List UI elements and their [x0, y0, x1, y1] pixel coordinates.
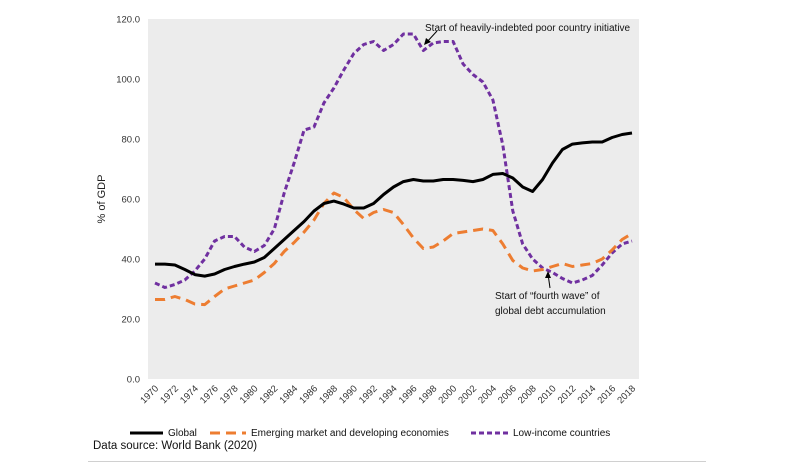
x-tick-label: 1972 [158, 383, 181, 406]
y-axis: 0.0 20.0 40.0 60.0 80.0 100.0 120.0 [116, 15, 140, 386]
x-tick-label: 1970 [138, 383, 161, 406]
x-tick-label: 1996 [397, 383, 420, 406]
x-tick-label: 2006 [496, 383, 519, 406]
annotation-fourth-wave-line1: Start of “fourth wave” of [495, 291, 600, 302]
x-tick-label: 2008 [516, 383, 539, 406]
x-tick-label: 2000 [437, 383, 460, 406]
legend-label-lic: Low-income countries [513, 428, 610, 439]
annotation-fourth-wave-line2: global debt accumulation [495, 306, 606, 317]
x-tick-label: 1978 [218, 383, 241, 406]
plot-area [148, 19, 639, 379]
x-tick-label: 1976 [198, 383, 221, 406]
y-axis-label: % of GDP [96, 175, 108, 224]
legend: Global Emerging market and developing ec… [130, 428, 610, 439]
x-tick-label: 1974 [178, 383, 201, 406]
y-tick-label: 80.0 [122, 135, 141, 146]
y-tick-label: 20.0 [122, 315, 141, 326]
legend-label-emde: Emerging market and developing economies [251, 428, 449, 439]
x-tick-label: 1990 [337, 383, 360, 406]
annotations: Start of heavily-indebted poor country i… [424, 23, 631, 317]
annotation-arrowhead-hipc [424, 38, 431, 45]
series-line-emde [155, 191, 633, 307]
x-tick-label: 2018 [615, 383, 638, 406]
x-tick-label: 1986 [297, 383, 320, 406]
legend-label-global: Global [168, 428, 197, 439]
x-tick-label: 1984 [278, 383, 301, 406]
x-tick-label: 2010 [536, 383, 559, 406]
x-tick-label: 1982 [258, 383, 281, 406]
x-tick-label: 1998 [417, 383, 440, 406]
x-tick-label: 1992 [357, 383, 380, 406]
x-tick-label: 2012 [556, 383, 579, 406]
x-tick-label: 2002 [456, 383, 479, 406]
data-source-note: Data source: World Bank (2020) [93, 440, 258, 452]
series-group [154, 32, 633, 307]
y-tick-label: 120.0 [116, 15, 140, 26]
y-tick-label: 100.0 [116, 75, 140, 86]
x-tick-label: 2014 [576, 383, 599, 406]
annotation-hipc: Start of heavily-indebted poor country i… [425, 23, 631, 34]
x-tick-label: 1988 [317, 383, 340, 406]
divider [88, 461, 706, 462]
annotation-arrowhead-fourth-wave [545, 271, 551, 278]
x-tick-label: 1980 [238, 383, 261, 406]
series-line-global [155, 131, 633, 278]
x-tick-label: 2004 [476, 383, 499, 406]
y-tick-label: 60.0 [122, 195, 141, 206]
x-tick-label: 2016 [596, 383, 619, 406]
x-tick-label: 1994 [377, 383, 400, 406]
y-tick-label: 40.0 [122, 255, 141, 266]
x-axis: 1970197219741976197819801982198419861988… [138, 383, 638, 406]
y-tick-label: 0.0 [127, 375, 140, 386]
